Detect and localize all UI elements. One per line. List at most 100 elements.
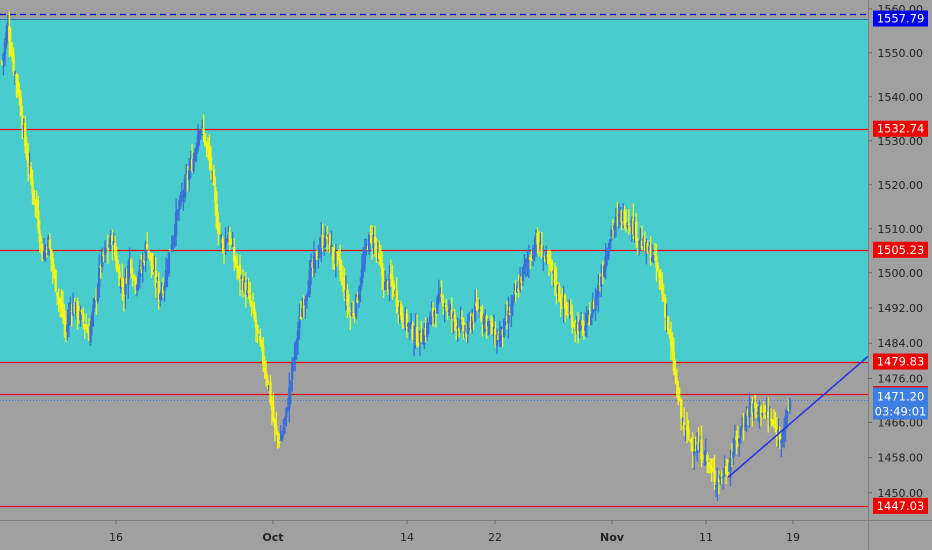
down-candle-body bbox=[415, 327, 419, 345]
up-candle-body bbox=[137, 278, 140, 283]
up-candle-body bbox=[785, 408, 789, 418]
up-candle-body bbox=[320, 236, 323, 248]
horizontal-levels[interactable] bbox=[0, 13, 868, 508]
x-tick-label: Nov bbox=[600, 531, 625, 544]
up-candle-body bbox=[562, 297, 565, 308]
up-candle-body bbox=[704, 452, 707, 457]
down-candle-body bbox=[687, 427, 690, 438]
up-candle-body bbox=[652, 255, 655, 259]
down-candle-body bbox=[392, 284, 395, 296]
down-candle-body bbox=[40, 239, 43, 242]
down-candle-body bbox=[391, 276, 394, 285]
down-candle-body bbox=[664, 298, 667, 317]
down-candle-body bbox=[130, 259, 133, 274]
up-candle-body bbox=[590, 315, 593, 326]
down-candle-body bbox=[623, 210, 626, 226]
down-candle-body bbox=[690, 439, 693, 444]
down-candle-body bbox=[588, 315, 591, 325]
up-candle-body bbox=[98, 266, 101, 287]
up-candle-body bbox=[510, 304, 513, 314]
trendline[interactable] bbox=[727, 355, 869, 479]
down-candle-body bbox=[709, 463, 712, 469]
down-candle-body bbox=[21, 115, 24, 129]
down-candle-body bbox=[58, 298, 62, 304]
up-candle-body bbox=[600, 277, 603, 287]
down-candle-body bbox=[241, 278, 245, 293]
up-candle-body bbox=[119, 279, 123, 289]
down-candle-body bbox=[401, 313, 404, 323]
up-candle-body bbox=[199, 130, 202, 132]
up-candle-body bbox=[350, 311, 353, 316]
down-candle-body bbox=[724, 466, 728, 474]
up-candle-body bbox=[439, 293, 442, 298]
up-candle-body bbox=[500, 326, 503, 337]
up-candle-body bbox=[156, 282, 159, 288]
up-candle-body bbox=[650, 257, 654, 262]
up-candle-body bbox=[545, 251, 548, 258]
down-candle-body bbox=[417, 343, 420, 346]
down-candle-body bbox=[251, 305, 255, 308]
down-candle-body bbox=[688, 439, 692, 441]
down-candle-body bbox=[442, 300, 445, 307]
up-candle-body bbox=[761, 413, 764, 415]
up-candle-body bbox=[531, 248, 535, 259]
price-axis[interactable]: 1450.00 1458.00 1466.00 1476.00 1484.00 1492.… bbox=[868, 3, 923, 500]
up-candle-body bbox=[163, 286, 166, 291]
down-candle-body bbox=[697, 441, 700, 450]
up-candle-body bbox=[188, 170, 191, 181]
up-candle-body bbox=[289, 381, 292, 391]
time-axis[interactable]: 16 Oct 14 22 Nov 11 19 bbox=[109, 520, 800, 544]
up-candle-body bbox=[166, 270, 169, 274]
down-candle-body bbox=[501, 329, 504, 336]
down-candle-body bbox=[161, 287, 165, 294]
down-candle-body bbox=[302, 307, 305, 309]
up-candle-body bbox=[296, 330, 300, 341]
up-candle-body bbox=[138, 264, 142, 278]
up-candle-body bbox=[141, 259, 144, 270]
up-candle-body bbox=[365, 246, 368, 248]
down-candle-body bbox=[420, 332, 423, 343]
down-candle-body bbox=[140, 266, 143, 270]
down-candle-body bbox=[769, 418, 773, 421]
down-candle-body bbox=[145, 244, 149, 249]
up-candle-body bbox=[394, 291, 397, 294]
down-candle-body bbox=[643, 237, 647, 251]
up-candle-body bbox=[112, 240, 115, 245]
trendline-layer[interactable] bbox=[727, 355, 869, 479]
down-candle-body bbox=[270, 400, 274, 410]
up-candle-body bbox=[703, 459, 706, 461]
down-candle-body bbox=[405, 313, 409, 328]
up-candle-body bbox=[28, 164, 31, 166]
down-candle-body bbox=[264, 371, 268, 379]
down-candle-body bbox=[581, 319, 584, 326]
up-candle-body bbox=[127, 265, 130, 285]
down-candle-body bbox=[340, 272, 343, 275]
x-tick-label: 19 bbox=[786, 531, 800, 544]
down-candle-body bbox=[771, 419, 774, 425]
up-candle-body bbox=[605, 254, 609, 260]
up-candle-body bbox=[385, 279, 388, 281]
up-candle-body bbox=[388, 274, 391, 290]
up-candle-body bbox=[219, 235, 223, 237]
up-candle-body bbox=[630, 220, 633, 233]
down-candle-body bbox=[221, 239, 224, 244]
up-candle-body bbox=[93, 298, 97, 306]
up-candle-body bbox=[595, 294, 599, 299]
level-tag-text: 1447.03 bbox=[877, 499, 925, 513]
up-candle-body bbox=[740, 426, 744, 430]
up-candle-body bbox=[89, 326, 92, 343]
down-candle-body bbox=[720, 471, 723, 477]
down-candle-body bbox=[759, 407, 763, 417]
down-candle-body bbox=[63, 316, 66, 324]
x-tick-label: Oct bbox=[262, 531, 283, 544]
down-candle-body bbox=[321, 235, 324, 249]
down-candle-body bbox=[77, 315, 81, 319]
up-candle-body bbox=[172, 237, 175, 245]
down-candle-body bbox=[60, 303, 63, 308]
up-candle-body bbox=[283, 417, 287, 425]
up-candle-body bbox=[408, 324, 411, 327]
down-candle-body bbox=[73, 302, 76, 314]
down-candle-body bbox=[726, 470, 729, 474]
down-candle-body bbox=[154, 270, 157, 288]
